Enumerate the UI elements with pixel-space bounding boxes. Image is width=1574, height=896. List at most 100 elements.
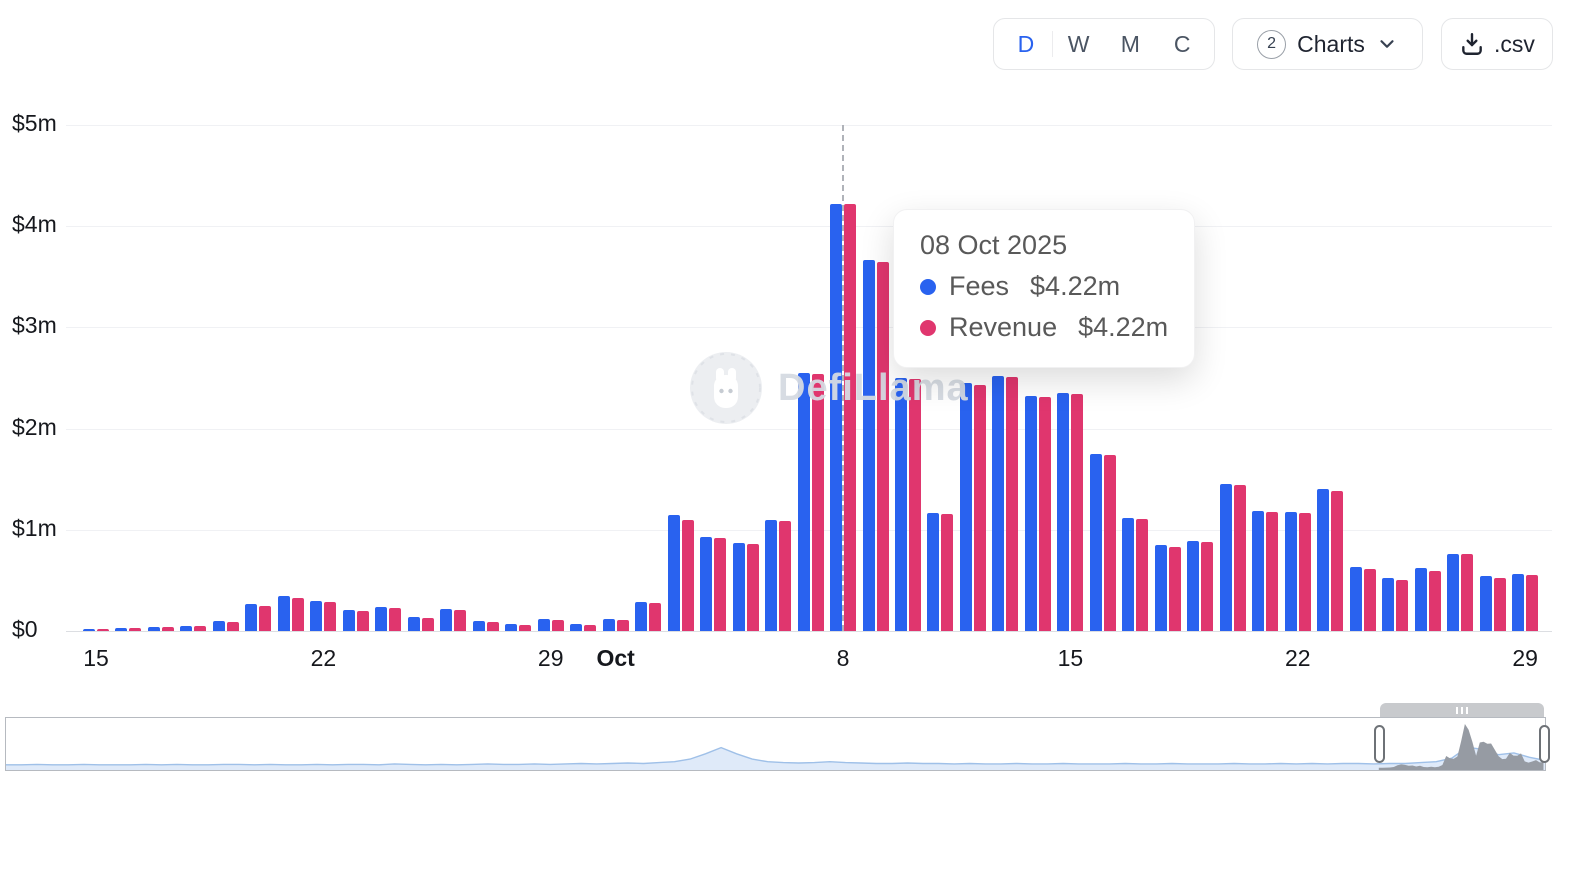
- bar-fees[interactable]: [212, 620, 225, 631]
- bar-revenue[interactable]: [1266, 511, 1279, 631]
- bar-revenue[interactable]: [356, 610, 369, 631]
- bar-fees[interactable]: [927, 512, 940, 631]
- bar-revenue[interactable]: [551, 619, 564, 631]
- bar-fees[interactable]: [667, 514, 680, 631]
- bar-revenue[interactable]: [909, 379, 921, 631]
- bar-revenue[interactable]: [454, 609, 467, 631]
- bar-fees[interactable]: [1317, 489, 1330, 631]
- bar-revenue[interactable]: [876, 261, 889, 631]
- bar-fees[interactable]: [277, 595, 290, 631]
- bar-fees[interactable]: [375, 606, 388, 631]
- bar-revenue[interactable]: [1233, 485, 1246, 631]
- bar-revenue[interactable]: [1363, 569, 1376, 631]
- range-selector[interactable]: D W M C: [993, 18, 1215, 70]
- bar-revenue[interactable]: [779, 520, 792, 631]
- bar-revenue[interactable]: [1526, 575, 1539, 631]
- bar-fees[interactable]: [180, 625, 193, 631]
- bar-fees[interactable]: [570, 623, 583, 631]
- bar-revenue[interactable]: [1201, 541, 1214, 631]
- bar-revenue[interactable]: [616, 619, 629, 631]
- range-button-monthly[interactable]: M: [1105, 31, 1157, 58]
- bar-fees[interactable]: [1479, 576, 1492, 631]
- bar-fees[interactable]: [862, 259, 875, 631]
- range-button-weekly[interactable]: W: [1053, 31, 1105, 58]
- bar-fees[interactable]: [992, 375, 1005, 631]
- bar-fees[interactable]: [732, 542, 745, 631]
- bar-fees[interactable]: [765, 519, 778, 631]
- bar-revenue[interactable]: [1298, 512, 1311, 631]
- bar-revenue[interactable]: [129, 627, 142, 631]
- bar-revenue[interactable]: [1136, 518, 1149, 631]
- bar-revenue[interactable]: [1006, 376, 1019, 631]
- bar-fees[interactable]: [1414, 568, 1427, 631]
- csv-download-button[interactable]: .csv: [1441, 18, 1553, 70]
- bar-revenue[interactable]: [486, 621, 499, 631]
- bar-fees[interactable]: [830, 203, 843, 631]
- bar-fees[interactable]: [895, 378, 907, 631]
- bar-fees[interactable]: [602, 618, 615, 631]
- bar-revenue[interactable]: [1038, 397, 1051, 631]
- bar-revenue[interactable]: [1396, 580, 1409, 631]
- bar-revenue[interactable]: [649, 602, 662, 631]
- bar-fees[interactable]: [700, 536, 713, 631]
- bar-revenue[interactable]: [681, 519, 694, 631]
- bar-fees[interactable]: [635, 601, 648, 631]
- bar-fees[interactable]: [537, 618, 550, 631]
- bar-fees[interactable]: [1382, 578, 1395, 631]
- bar-fees[interactable]: [440, 608, 453, 631]
- bar-revenue[interactable]: [1428, 571, 1441, 631]
- bar-revenue[interactable]: [259, 605, 272, 631]
- bar-fees[interactable]: [1447, 554, 1460, 631]
- bar-fees[interactable]: [1057, 393, 1070, 631]
- timeline-brush[interactable]: [5, 717, 1546, 771]
- bar-revenue[interactable]: [194, 625, 207, 631]
- bar-fees[interactable]: [1252, 510, 1265, 631]
- bar-fees[interactable]: [1122, 517, 1135, 631]
- bar-fees[interactable]: [83, 628, 95, 631]
- bar-fees[interactable]: [1154, 544, 1167, 631]
- bar-fees[interactable]: [1284, 511, 1297, 631]
- bar-revenue[interactable]: [1103, 454, 1116, 631]
- bar-revenue[interactable]: [1493, 578, 1506, 631]
- bar-revenue[interactable]: [97, 628, 109, 631]
- bar-revenue[interactable]: [1168, 547, 1181, 631]
- bar-fees[interactable]: [310, 600, 323, 631]
- bar-fees[interactable]: [505, 623, 518, 631]
- range-button-daily[interactable]: D: [1000, 31, 1052, 58]
- bar-revenue[interactable]: [421, 617, 434, 631]
- bar-fees[interactable]: [1089, 453, 1102, 631]
- bar-fees[interactable]: [797, 372, 810, 631]
- bar-revenue[interactable]: [714, 537, 727, 631]
- bar-fees[interactable]: [1349, 567, 1362, 631]
- bar-revenue[interactable]: [973, 385, 986, 631]
- bar-fees[interactable]: [1187, 540, 1200, 631]
- bar-revenue[interactable]: [324, 601, 337, 631]
- bar-fees[interactable]: [147, 626, 160, 631]
- bar-fees[interactable]: [472, 620, 485, 631]
- bar-fees[interactable]: [1512, 574, 1525, 631]
- bar-fees[interactable]: [245, 603, 258, 631]
- bar-revenue[interactable]: [519, 624, 532, 631]
- range-button-cumulative[interactable]: C: [1156, 31, 1208, 58]
- bar-fees[interactable]: [115, 627, 128, 631]
- bar-fees[interactable]: [1219, 484, 1232, 631]
- bar-fees[interactable]: [1024, 396, 1037, 631]
- bar-revenue[interactable]: [941, 513, 954, 631]
- bar-revenue[interactable]: [746, 543, 759, 631]
- bar-fees[interactable]: [342, 609, 355, 631]
- bar-revenue[interactable]: [161, 626, 174, 631]
- bar-revenue[interactable]: [844, 203, 857, 631]
- bar-revenue[interactable]: [811, 373, 824, 631]
- brush-selection-grip[interactable]: [1379, 703, 1545, 717]
- charts-dropdown[interactable]: 2 Charts: [1232, 18, 1423, 70]
- bar-revenue[interactable]: [1071, 394, 1084, 631]
- bar-fees[interactable]: [959, 383, 972, 631]
- bar-fees[interactable]: [407, 616, 420, 631]
- bar-revenue[interactable]: [1461, 554, 1474, 631]
- bar-revenue[interactable]: [226, 621, 239, 631]
- bar-revenue[interactable]: [1331, 491, 1344, 631]
- brush-handle-left[interactable]: [1374, 725, 1386, 763]
- bar-revenue[interactable]: [584, 624, 597, 631]
- bar-revenue[interactable]: [389, 607, 402, 631]
